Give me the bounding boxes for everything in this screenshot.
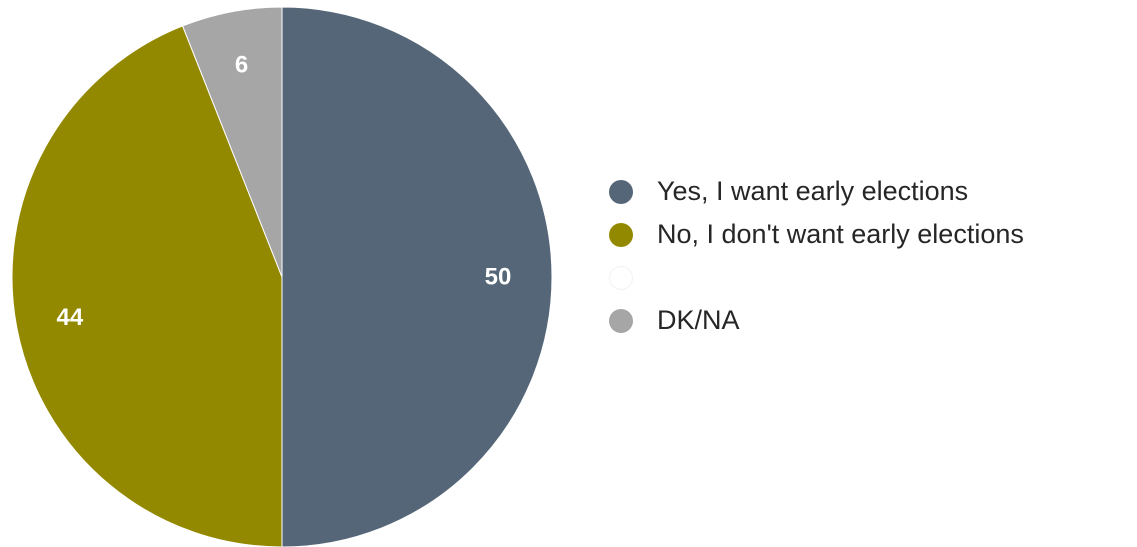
legend-item: DK/NA: [609, 299, 1129, 342]
legend-item: No, I don't want early elections: [609, 213, 1129, 256]
legend-marker-icon: [609, 308, 633, 333]
pie-slice-no-i-don-t-want-early-elections: [11, 25, 283, 547]
legend-marker-icon: [609, 179, 633, 204]
pie-plot-area: 50 44 6: [11, 6, 553, 547]
pie-slice-dk-na: [181, 6, 283, 278]
legend-label: Yes, I want early elections: [657, 176, 969, 206]
slice-data-label: 6: [235, 51, 248, 78]
legend-label: No, I don't want early elections: [657, 219, 1024, 249]
legend: Yes, I want early elections No, I don't w…: [609, 170, 1129, 342]
slice-data-label: 50: [485, 264, 512, 291]
legend-label: DK/NA: [657, 305, 740, 335]
legend-item: Yes, I want early elections: [609, 170, 1129, 213]
pie-slice-yes-i-want-early-elections: [281, 6, 553, 547]
legend-marker-icon: [609, 265, 633, 290]
legend-item: [609, 256, 1129, 299]
legend-marker-icon: [609, 222, 633, 247]
slice-data-label: 44: [56, 304, 83, 331]
